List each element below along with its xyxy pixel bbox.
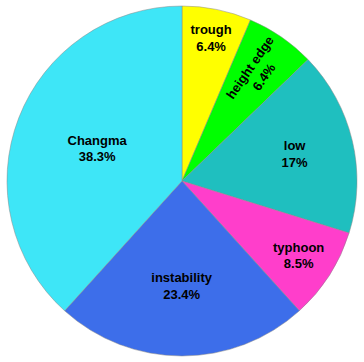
html-text:height edge: height edge	[223, 33, 277, 102]
html-text:6.4%: 6.4%	[249, 60, 279, 94]
svg-text:Changma38.3%: Changma38.3%	[68, 133, 128, 165]
svg-text:typhoon8.5%: typhoon8.5%	[273, 240, 324, 272]
svg-text:low17%: low17%	[282, 138, 308, 170]
svg-text:trough6.4%: trough6.4%	[191, 22, 232, 54]
svg-text:instability23.4%: instability23.4%	[151, 270, 212, 302]
